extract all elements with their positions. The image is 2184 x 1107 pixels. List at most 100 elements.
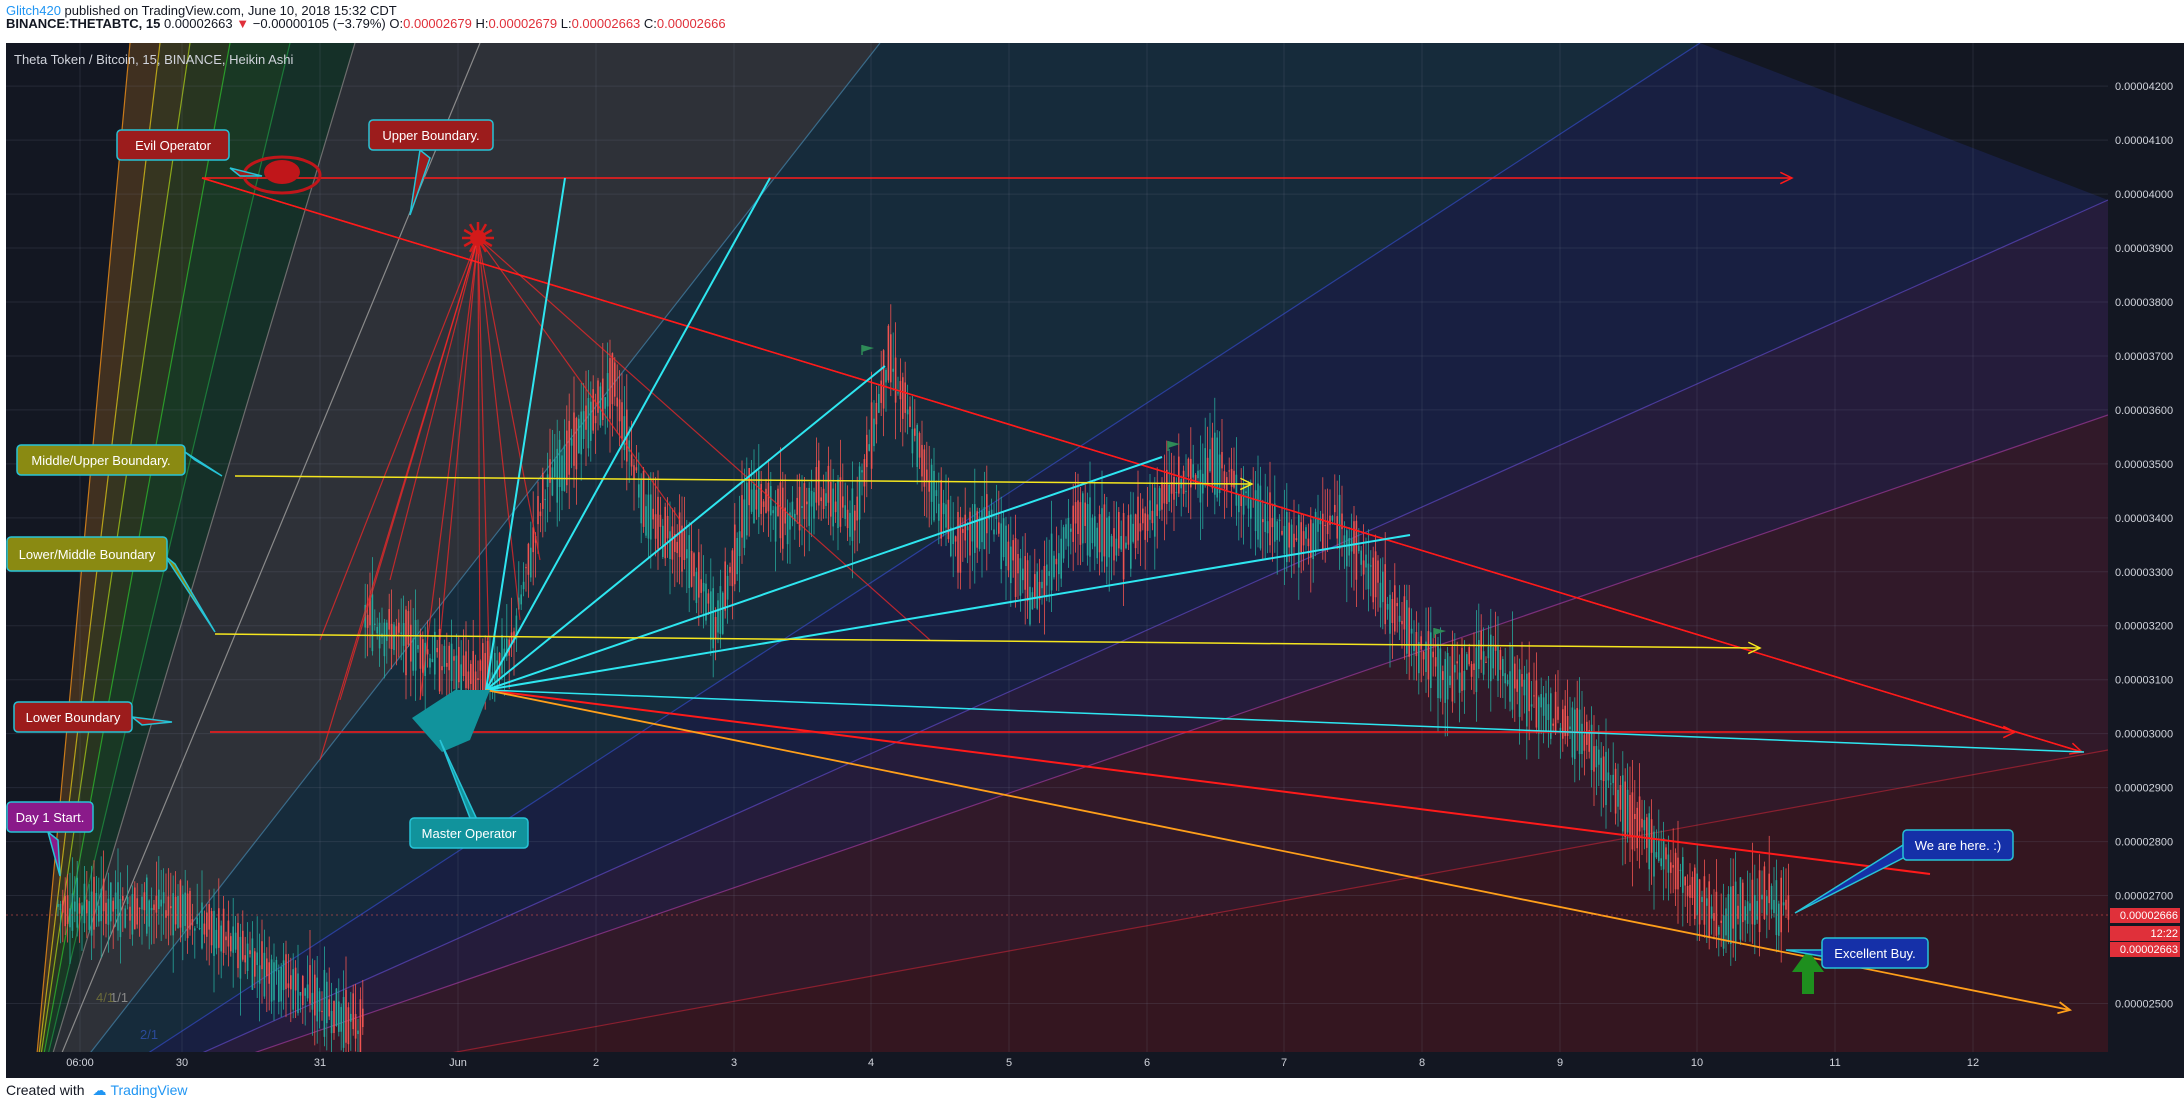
candle-body [731, 550, 734, 587]
candle-body [803, 483, 806, 520]
candle-body [1274, 503, 1276, 542]
candle-body [1221, 452, 1223, 469]
candle-body [453, 656, 455, 661]
candle-body [323, 969, 326, 1037]
candle-body [1300, 522, 1302, 553]
candle-body [995, 516, 998, 520]
candle-body [899, 381, 902, 400]
candle-body [597, 380, 599, 413]
candle-body [681, 525, 683, 572]
candle-body [1595, 746, 1598, 768]
candle-body [141, 896, 143, 910]
candle-body [1182, 470, 1185, 494]
candle-body [1410, 628, 1413, 634]
candle-body [1362, 560, 1365, 575]
candle-body [1077, 500, 1079, 535]
x-tick-label: 31 [314, 1057, 326, 1069]
candle-body [1113, 528, 1115, 561]
candle-body [1605, 751, 1607, 806]
candle-body [1151, 510, 1154, 524]
candle-body [256, 952, 258, 965]
candle-body [362, 1008, 364, 1028]
candle-body [1427, 631, 1430, 680]
candle-body [846, 509, 849, 529]
last-price: 0.00002663 [163, 16, 233, 31]
candle-body [830, 482, 832, 517]
candle-body [1574, 709, 1576, 760]
candle-body [1408, 607, 1410, 657]
fan-label: 1/1 [110, 990, 128, 1005]
candle-body [1036, 571, 1038, 609]
candle-body [69, 908, 71, 928]
annotation-text: Master Operator [422, 826, 517, 841]
x-tick-label: 7 [1281, 1057, 1287, 1069]
candle-body [1262, 519, 1264, 523]
gann-fan-line [43, 43, 231, 1052]
candle-body [1763, 866, 1766, 920]
candle-body [614, 362, 616, 397]
candle-body [940, 480, 942, 539]
candle-body [1245, 491, 1247, 494]
candle-body [1602, 756, 1605, 782]
candle-body [1413, 643, 1415, 652]
candle-body [460, 664, 462, 696]
candle-body [1554, 691, 1557, 733]
candle-body [1434, 657, 1437, 667]
candle-body [1420, 636, 1422, 650]
fan-label: 4/1 [96, 990, 114, 1005]
buy-arrow-icon [1792, 950, 1824, 994]
candle-body [374, 623, 376, 625]
candle-body [172, 893, 174, 936]
candle-body [1403, 596, 1406, 630]
candle-body [321, 1010, 323, 1012]
candle-body [1146, 514, 1149, 531]
candle-body [1242, 485, 1245, 515]
candle-body [191, 919, 194, 926]
tradingview-brand-link[interactable]: TradingView [110, 1082, 188, 1098]
candle-body [194, 928, 196, 931]
candle-body [407, 611, 410, 645]
candle-body [376, 626, 378, 634]
candle-body [1499, 649, 1502, 670]
y-tick-label: 0.00004100 [2115, 135, 2173, 147]
candle-body [1050, 533, 1053, 591]
candle-body [1737, 905, 1739, 919]
candle-body [1643, 820, 1646, 831]
red-fan-line [419, 237, 479, 701]
candle-body [669, 531, 671, 560]
candle-body [570, 438, 573, 446]
candle-body [1046, 564, 1048, 586]
candle-body [806, 501, 808, 505]
candle-body [1778, 903, 1780, 936]
candle-body [309, 965, 311, 1004]
candle-body [1425, 641, 1427, 672]
candle-body [1475, 647, 1478, 693]
candle-body [1598, 749, 1600, 765]
candle-body [501, 635, 503, 674]
candle-body [201, 902, 203, 949]
candle-body [1307, 538, 1310, 547]
candle-body [1588, 730, 1590, 752]
candle-body [849, 512, 851, 537]
candle-body [1089, 497, 1091, 557]
candle-body [1466, 654, 1468, 670]
candle-body [515, 615, 518, 640]
candle-body [1382, 571, 1384, 603]
candle-body [1444, 659, 1446, 703]
candle-body [402, 623, 405, 646]
candle-body [1583, 734, 1586, 751]
candle-body [693, 553, 695, 577]
high-label: H: [475, 16, 489, 31]
candle-body [582, 411, 585, 440]
candle-body [1511, 646, 1514, 710]
candle-body [1619, 785, 1622, 810]
candle-body [875, 402, 878, 425]
candle-body [1062, 527, 1065, 559]
candle-body [434, 631, 436, 675]
candle-body [789, 512, 791, 530]
candle-body [1314, 511, 1317, 551]
candle-body [825, 493, 827, 506]
publisher-username[interactable]: Glitch420 [6, 3, 61, 18]
candle-body [1665, 847, 1667, 860]
